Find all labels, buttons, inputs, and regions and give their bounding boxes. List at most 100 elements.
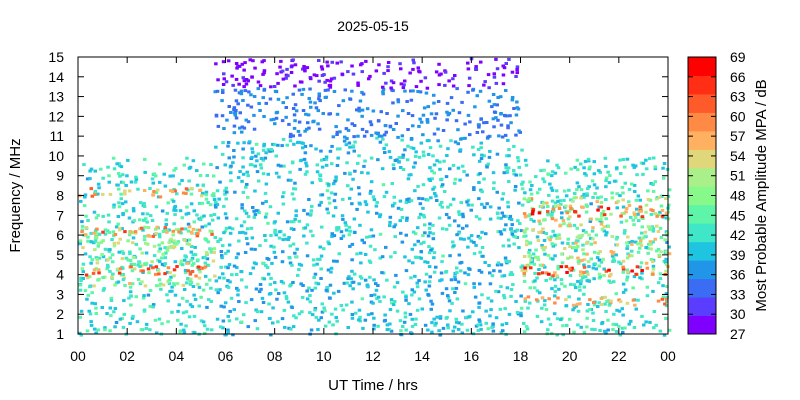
data-point	[396, 114, 400, 118]
data-point	[332, 291, 336, 295]
data-point	[466, 245, 470, 249]
data-point	[308, 300, 312, 304]
data-point	[358, 275, 363, 279]
data-point	[101, 176, 105, 180]
x-tick-label: 22	[611, 348, 627, 364]
data-point	[480, 202, 484, 206]
data-point	[519, 306, 524, 310]
data-point	[480, 153, 484, 157]
data-point	[93, 189, 98, 193]
data-point	[605, 231, 609, 235]
data-point	[625, 278, 629, 282]
data-point	[495, 190, 499, 194]
data-point	[310, 181, 314, 185]
data-point	[430, 321, 434, 325]
data-point	[141, 212, 145, 216]
data-point	[582, 166, 586, 170]
data-point	[506, 166, 511, 170]
data-point	[272, 250, 277, 254]
data-point	[175, 282, 180, 286]
data-point	[219, 325, 223, 329]
data-point	[116, 267, 120, 271]
data-point	[664, 304, 669, 308]
data-point	[648, 157, 652, 161]
data-point	[456, 327, 461, 331]
data-point	[521, 180, 525, 184]
data-point	[537, 268, 541, 271]
data-point	[553, 171, 558, 175]
data-point	[400, 216, 405, 219]
data-point	[85, 276, 90, 280]
data-point	[485, 165, 489, 169]
data-point	[637, 236, 642, 240]
data-point	[274, 233, 278, 237]
data-point	[576, 280, 580, 283]
data-point	[317, 318, 321, 322]
data-point	[78, 239, 83, 243]
data-point	[246, 325, 250, 329]
data-point	[610, 191, 614, 195]
data-point	[478, 320, 482, 324]
data-point	[615, 206, 619, 210]
data-point	[457, 253, 462, 257]
data-point	[585, 316, 589, 320]
data-point	[237, 300, 241, 303]
data-point	[515, 236, 519, 239]
data-point	[273, 122, 277, 126]
data-point	[472, 188, 476, 191]
data-point	[511, 283, 515, 287]
data-point	[115, 183, 119, 187]
data-point	[524, 214, 528, 218]
data-point	[317, 97, 321, 101]
data-point	[413, 154, 418, 158]
colorbar-tick-label: 51	[730, 168, 746, 184]
data-point	[234, 256, 239, 260]
data-point	[624, 207, 629, 210]
data-point	[456, 224, 461, 228]
data-point	[188, 282, 193, 286]
data-point	[550, 170, 555, 174]
data-point	[172, 274, 176, 278]
data-point	[403, 148, 407, 152]
data-point	[652, 310, 657, 313]
data-point	[564, 265, 569, 269]
data-point	[631, 286, 635, 290]
data-point	[551, 274, 555, 278]
colorbar-segment	[688, 186, 716, 206]
data-point	[584, 210, 589, 214]
data-point	[315, 262, 319, 266]
data-point	[350, 122, 354, 126]
data-point	[232, 106, 237, 110]
data-point	[112, 244, 117, 248]
data-point	[414, 317, 418, 321]
data-point	[381, 183, 386, 187]
data-point	[604, 331, 608, 335]
data-point	[619, 220, 624, 224]
data-point	[509, 218, 514, 221]
data-point	[423, 280, 427, 284]
data-point	[337, 104, 341, 108]
data-point	[97, 268, 101, 272]
data-point	[324, 288, 329, 292]
data-point	[256, 152, 261, 156]
data-point	[411, 261, 415, 265]
data-point	[335, 133, 339, 136]
data-point	[535, 276, 539, 280]
data-point	[665, 285, 669, 288]
data-point	[376, 284, 380, 287]
data-point	[500, 323, 504, 327]
data-point	[556, 264, 560, 268]
data-point	[439, 271, 444, 275]
data-point	[461, 226, 465, 230]
data-point	[174, 228, 179, 232]
data-point	[251, 206, 255, 209]
data-point	[190, 263, 195, 267]
data-point	[124, 184, 128, 187]
data-point	[542, 248, 546, 252]
data-point	[240, 179, 244, 183]
data-point	[590, 229, 595, 233]
data-point	[277, 230, 282, 234]
data-point	[249, 93, 253, 97]
data-point	[214, 62, 218, 66]
data-point	[568, 204, 573, 208]
